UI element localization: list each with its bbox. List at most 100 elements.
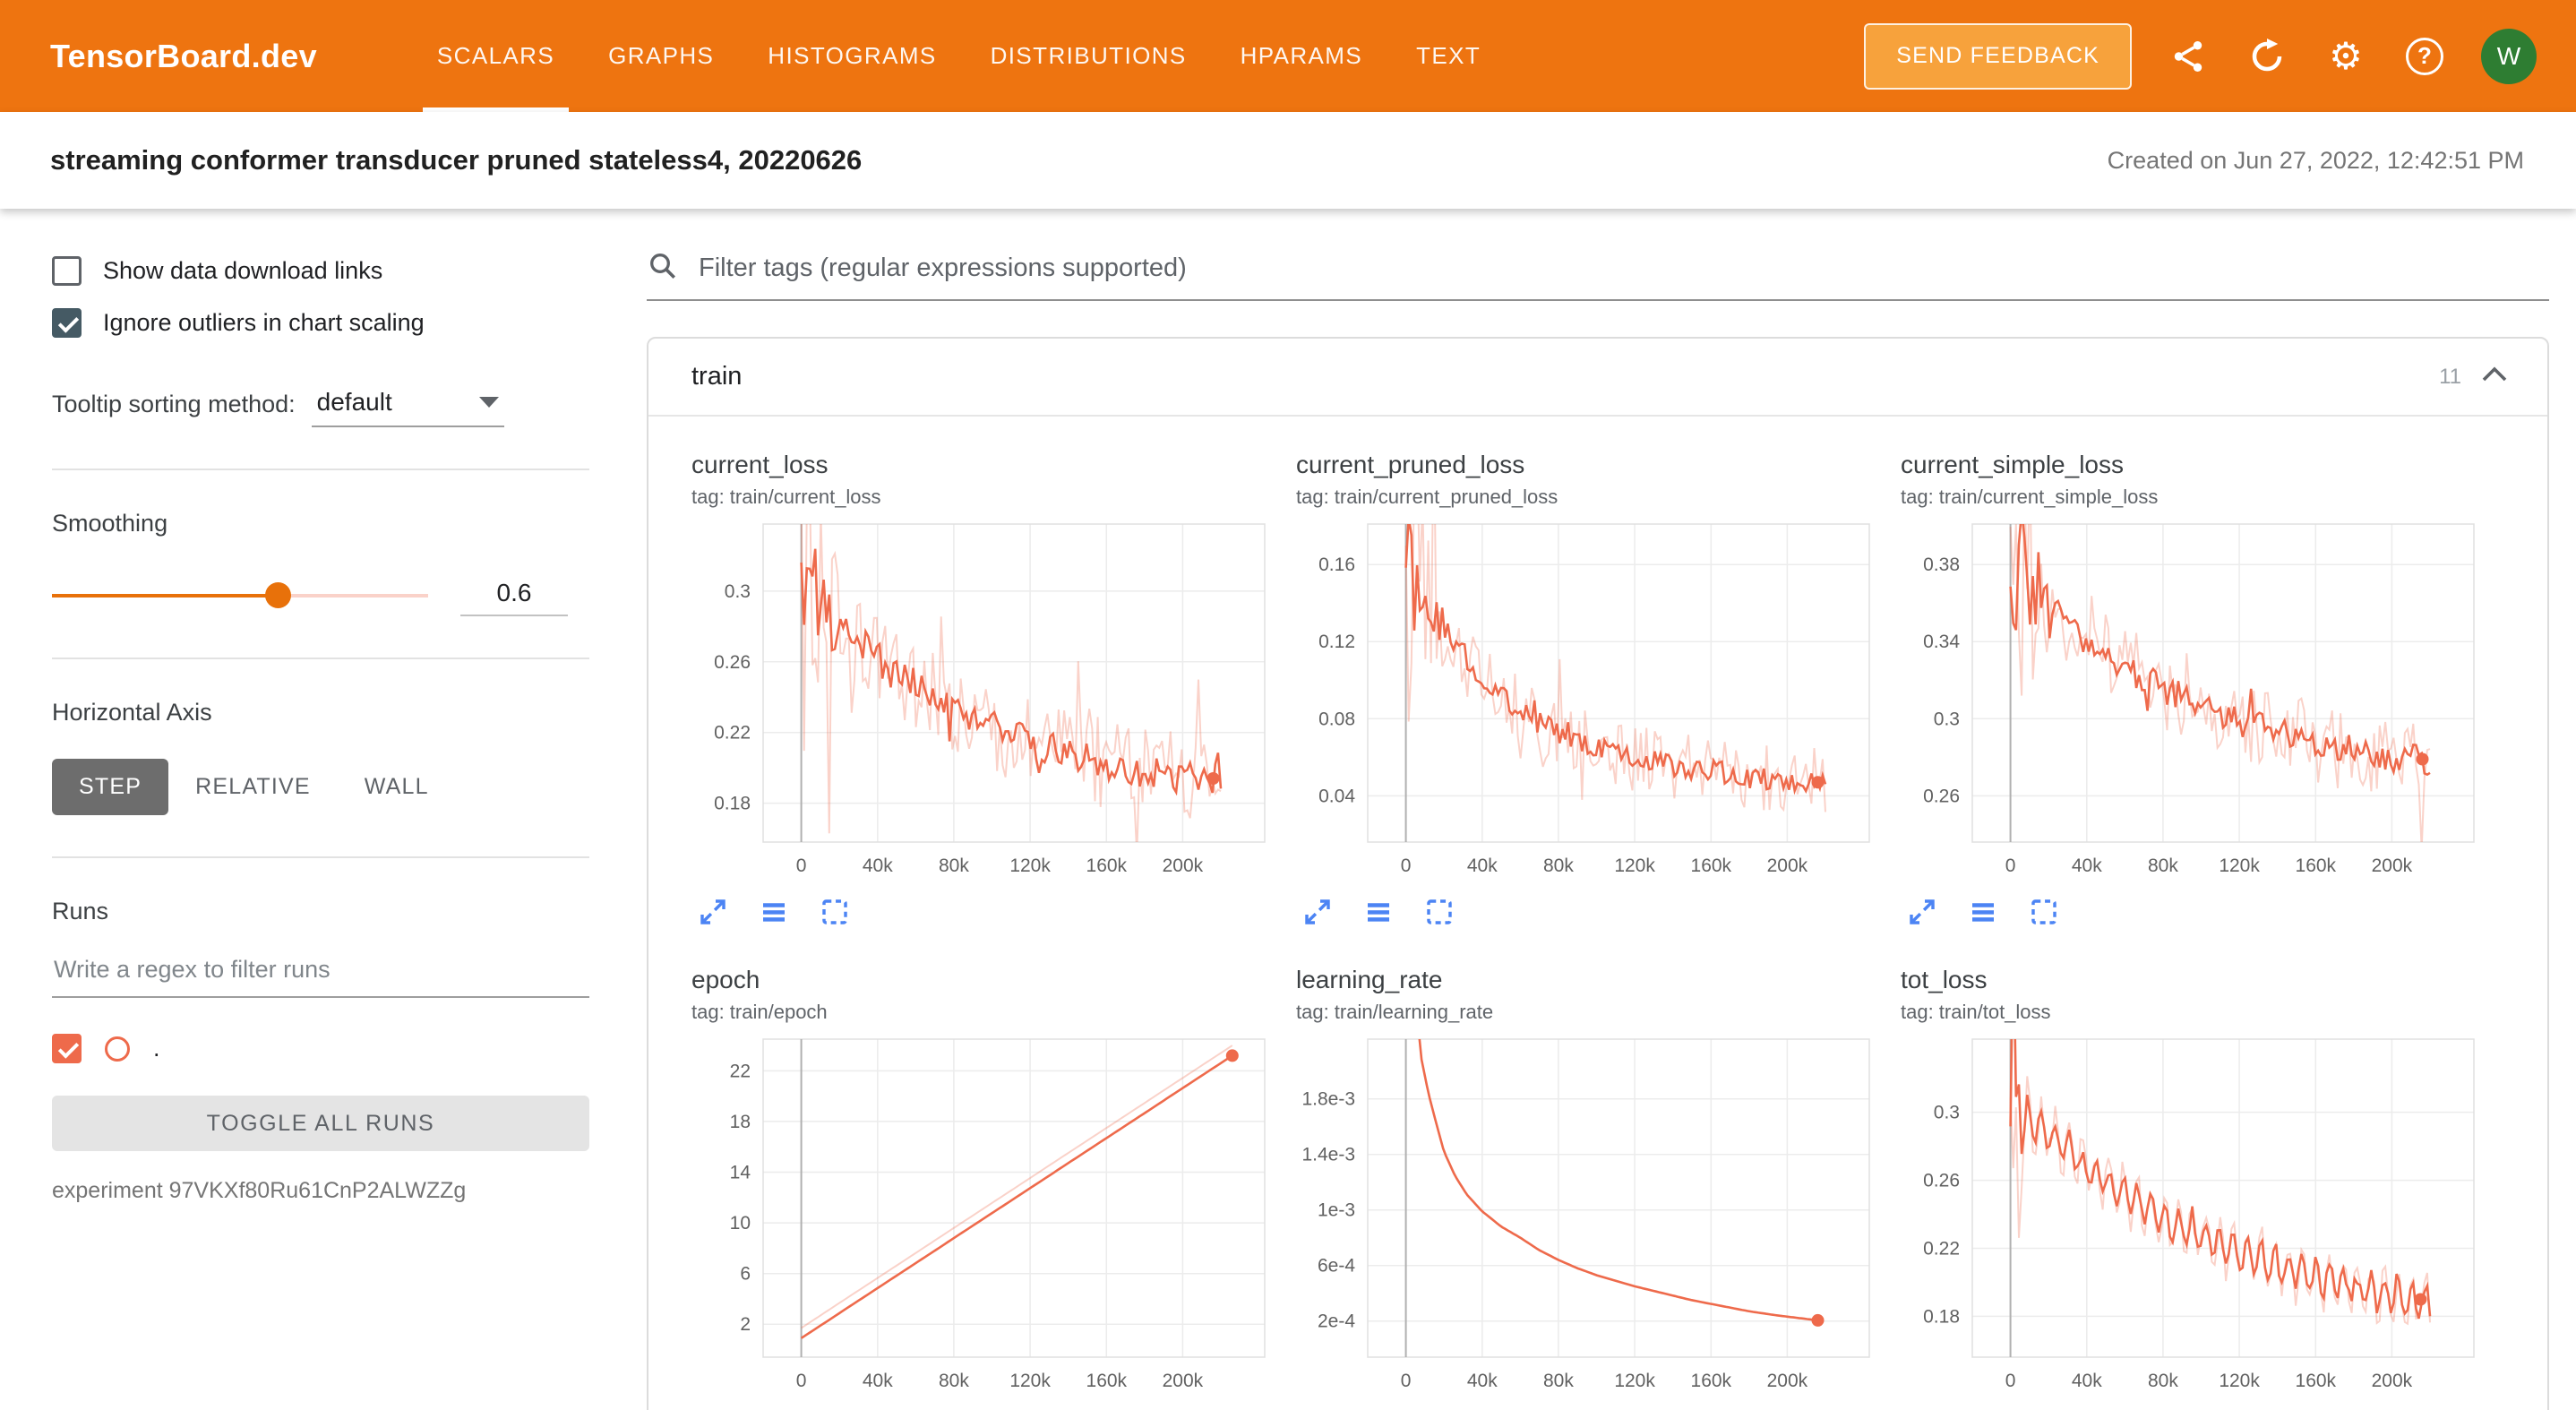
toggle-all-runs-button[interactable]: TOGGLE ALL RUNS <box>52 1096 589 1151</box>
horizontal-axis-label: Horizontal Axis <box>52 699 212 726</box>
card-title: train <box>691 362 743 391</box>
runs-label: Runs <box>52 898 109 924</box>
refresh-icon[interactable] <box>2245 34 2289 79</box>
share-icon[interactable] <box>2166 34 2211 79</box>
run-color-swatch[interactable] <box>105 1036 130 1062</box>
settings-sidebar: Show data download links Ignore outliers… <box>0 209 591 1410</box>
fit-domain-icon[interactable] <box>819 896 851 928</box>
settings-icon[interactable]: ⚙ <box>2329 34 2363 77</box>
chart-plot[interactable]: 0 40k 80k 120k 160k 200k 0.18 0.22 0.26 0.3 <box>691 520 1269 889</box>
tab-histograms[interactable]: HISTOGRAMS <box>768 42 937 69</box>
svg-text:0: 0 <box>2005 1371 2016 1391</box>
fit-domain-icon[interactable] <box>1423 896 1455 928</box>
run-checkbox[interactable] <box>52 1034 82 1063</box>
svg-text:120k: 120k <box>1614 1371 1655 1391</box>
send-feedback-button[interactable]: SEND FEEDBACK <box>1864 22 2132 90</box>
horizontal-axis-buttons: STEP RELATIVE WALL <box>52 759 589 815</box>
chart-actions <box>691 896 1269 928</box>
tab-text[interactable]: TEXT <box>1416 42 1481 69</box>
tab-hparams[interactable]: HPARAMS <box>1240 42 1363 69</box>
svg-text:0.16: 0.16 <box>1318 555 1355 575</box>
chart-tile: tot_loss tag: train/tot_loss 0 40k 80k 120k… <box>1901 966 2478 1410</box>
content: Show data download links Ignore outliers… <box>0 209 2576 1410</box>
svg-text:0: 0 <box>2005 855 2016 876</box>
svg-text:200k: 200k <box>1163 855 1204 876</box>
svg-text:160k: 160k <box>1691 855 1732 876</box>
chevron-down-icon <box>478 397 499 408</box>
help-icon[interactable]: ? <box>2402 34 2447 79</box>
fit-domain-icon[interactable] <box>2028 896 2060 928</box>
data-table-icon[interactable] <box>758 896 790 928</box>
smoothing-value[interactable]: 0.6 <box>460 575 568 616</box>
train-card-header[interactable]: train 11 <box>648 339 2547 417</box>
chart-title: current_loss <box>691 451 829 478</box>
svg-text:0.08: 0.08 <box>1318 709 1355 729</box>
tooltip-sorting-row: Tooltip sorting method: default <box>52 384 589 427</box>
tab-graphs[interactable]: GRAPHS <box>608 42 715 69</box>
main-content: train 11 current_loss tag: train/current… <box>591 209 2576 1410</box>
svg-text:200k: 200k <box>2372 1371 2413 1391</box>
axis-step-button[interactable]: STEP <box>52 759 169 815</box>
svg-text:120k: 120k <box>2219 855 2260 876</box>
show-download-links-checkbox-row[interactable]: Show data download links <box>52 245 589 297</box>
svg-text:80k: 80k <box>939 855 969 876</box>
svg-text:0.22: 0.22 <box>714 723 751 744</box>
svg-text:120k: 120k <box>2219 1371 2260 1391</box>
svg-text:160k: 160k <box>2296 855 2337 876</box>
svg-text:160k: 160k <box>1086 1371 1128 1391</box>
svg-text:40k: 40k <box>2072 1371 2102 1391</box>
svg-text:2: 2 <box>740 1314 751 1335</box>
created-timestamp: Created on Jun 27, 2022, 12:42:51 PM <box>2107 146 2524 174</box>
svg-text:0: 0 <box>1401 855 1412 876</box>
axis-wall-button[interactable]: WALL <box>338 759 456 815</box>
chevron-up-icon[interactable] <box>2481 366 2508 387</box>
tab-scalars[interactable]: SCALARS <box>422 0 570 112</box>
chart-tag: tag: train/tot_loss <box>1901 1001 2051 1023</box>
chart-tile: learning_rate tag: train/learning_rate 0… <box>1296 966 1874 1410</box>
smoothing-slider[interactable] <box>52 580 428 612</box>
svg-text:0.18: 0.18 <box>714 794 751 814</box>
avatar[interactable]: W <box>2481 28 2537 84</box>
svg-text:10: 10 <box>730 1213 751 1234</box>
tooltip-sorting-select[interactable]: default <box>311 384 504 427</box>
svg-text:200k: 200k <box>1163 1371 1204 1391</box>
ignore-outliers-checkbox-row[interactable]: Ignore outliers in chart scaling <box>52 297 589 348</box>
run-name: . <box>153 1035 160 1062</box>
chart-tag: tag: train/current_simple_loss <box>1901 486 2159 508</box>
ignore-outliers-checkbox[interactable] <box>52 307 82 338</box>
svg-text:120k: 120k <box>1614 855 1655 876</box>
chart-plot[interactable]: 0 40k 80k 120k 160k 200k 2e-4 6e-4 1e-3 1.4e-3 1.8… <box>1296 1035 1874 1404</box>
tab-distributions[interactable]: DISTRIBUTIONS <box>990 42 1187 69</box>
svg-text:1.8e-3: 1.8e-3 <box>1301 1089 1355 1110</box>
chart-title: epoch <box>691 966 760 993</box>
data-table-icon[interactable] <box>1362 896 1395 928</box>
expand-chart-icon[interactable] <box>1906 896 1938 928</box>
svg-text:40k: 40k <box>1467 1371 1498 1391</box>
slider-thumb[interactable] <box>265 582 291 608</box>
chart-plot[interactable]: 0 40k 80k 120k 160k 200k 0.04 0.08 0.12 0.16 <box>1296 520 1874 889</box>
svg-text:6e-4: 6e-4 <box>1318 1256 1355 1277</box>
app-logo[interactable]: TensorBoard.dev <box>50 37 317 74</box>
data-table-icon[interactable] <box>1967 896 1999 928</box>
chart-plot[interactable]: 0 40k 80k 120k 160k 200k 2 6 10 14 18 22 <box>691 1035 1269 1404</box>
show-download-links-checkbox[interactable] <box>52 255 82 286</box>
svg-text:0: 0 <box>796 1371 807 1391</box>
expand-chart-icon[interactable] <box>1301 896 1334 928</box>
chart-tag: tag: train/current_pruned_loss <box>1296 486 1558 508</box>
divider <box>52 658 589 659</box>
svg-text:80k: 80k <box>939 1371 969 1391</box>
svg-text:80k: 80k <box>1543 1371 1574 1391</box>
search-icon <box>647 250 679 287</box>
svg-text:80k: 80k <box>2148 1371 2178 1391</box>
chart-tile: current_loss tag: train/current_loss 0 40… <box>691 451 1269 928</box>
chart-tag: tag: train/learning_rate <box>1296 1001 1494 1023</box>
tag-filter-input[interactable] <box>699 254 2549 283</box>
slider-fill <box>52 594 278 598</box>
chart-plot[interactable]: 0 40k 80k 120k 160k 200k 0.26 0.3 0.34 0.38 <box>1901 520 2478 889</box>
runs-filter-input[interactable] <box>52 949 589 998</box>
tag-filter-row <box>647 250 2549 301</box>
axis-relative-button[interactable]: RELATIVE <box>168 759 338 815</box>
chart-plot[interactable]: 0 40k 80k 120k 160k 200k 0.18 0.22 0.26 0.3 <box>1901 1035 2478 1404</box>
expand-chart-icon[interactable] <box>697 896 729 928</box>
header-actions: SEND FEEDBACK ⚙ ? W <box>1864 0 2537 112</box>
